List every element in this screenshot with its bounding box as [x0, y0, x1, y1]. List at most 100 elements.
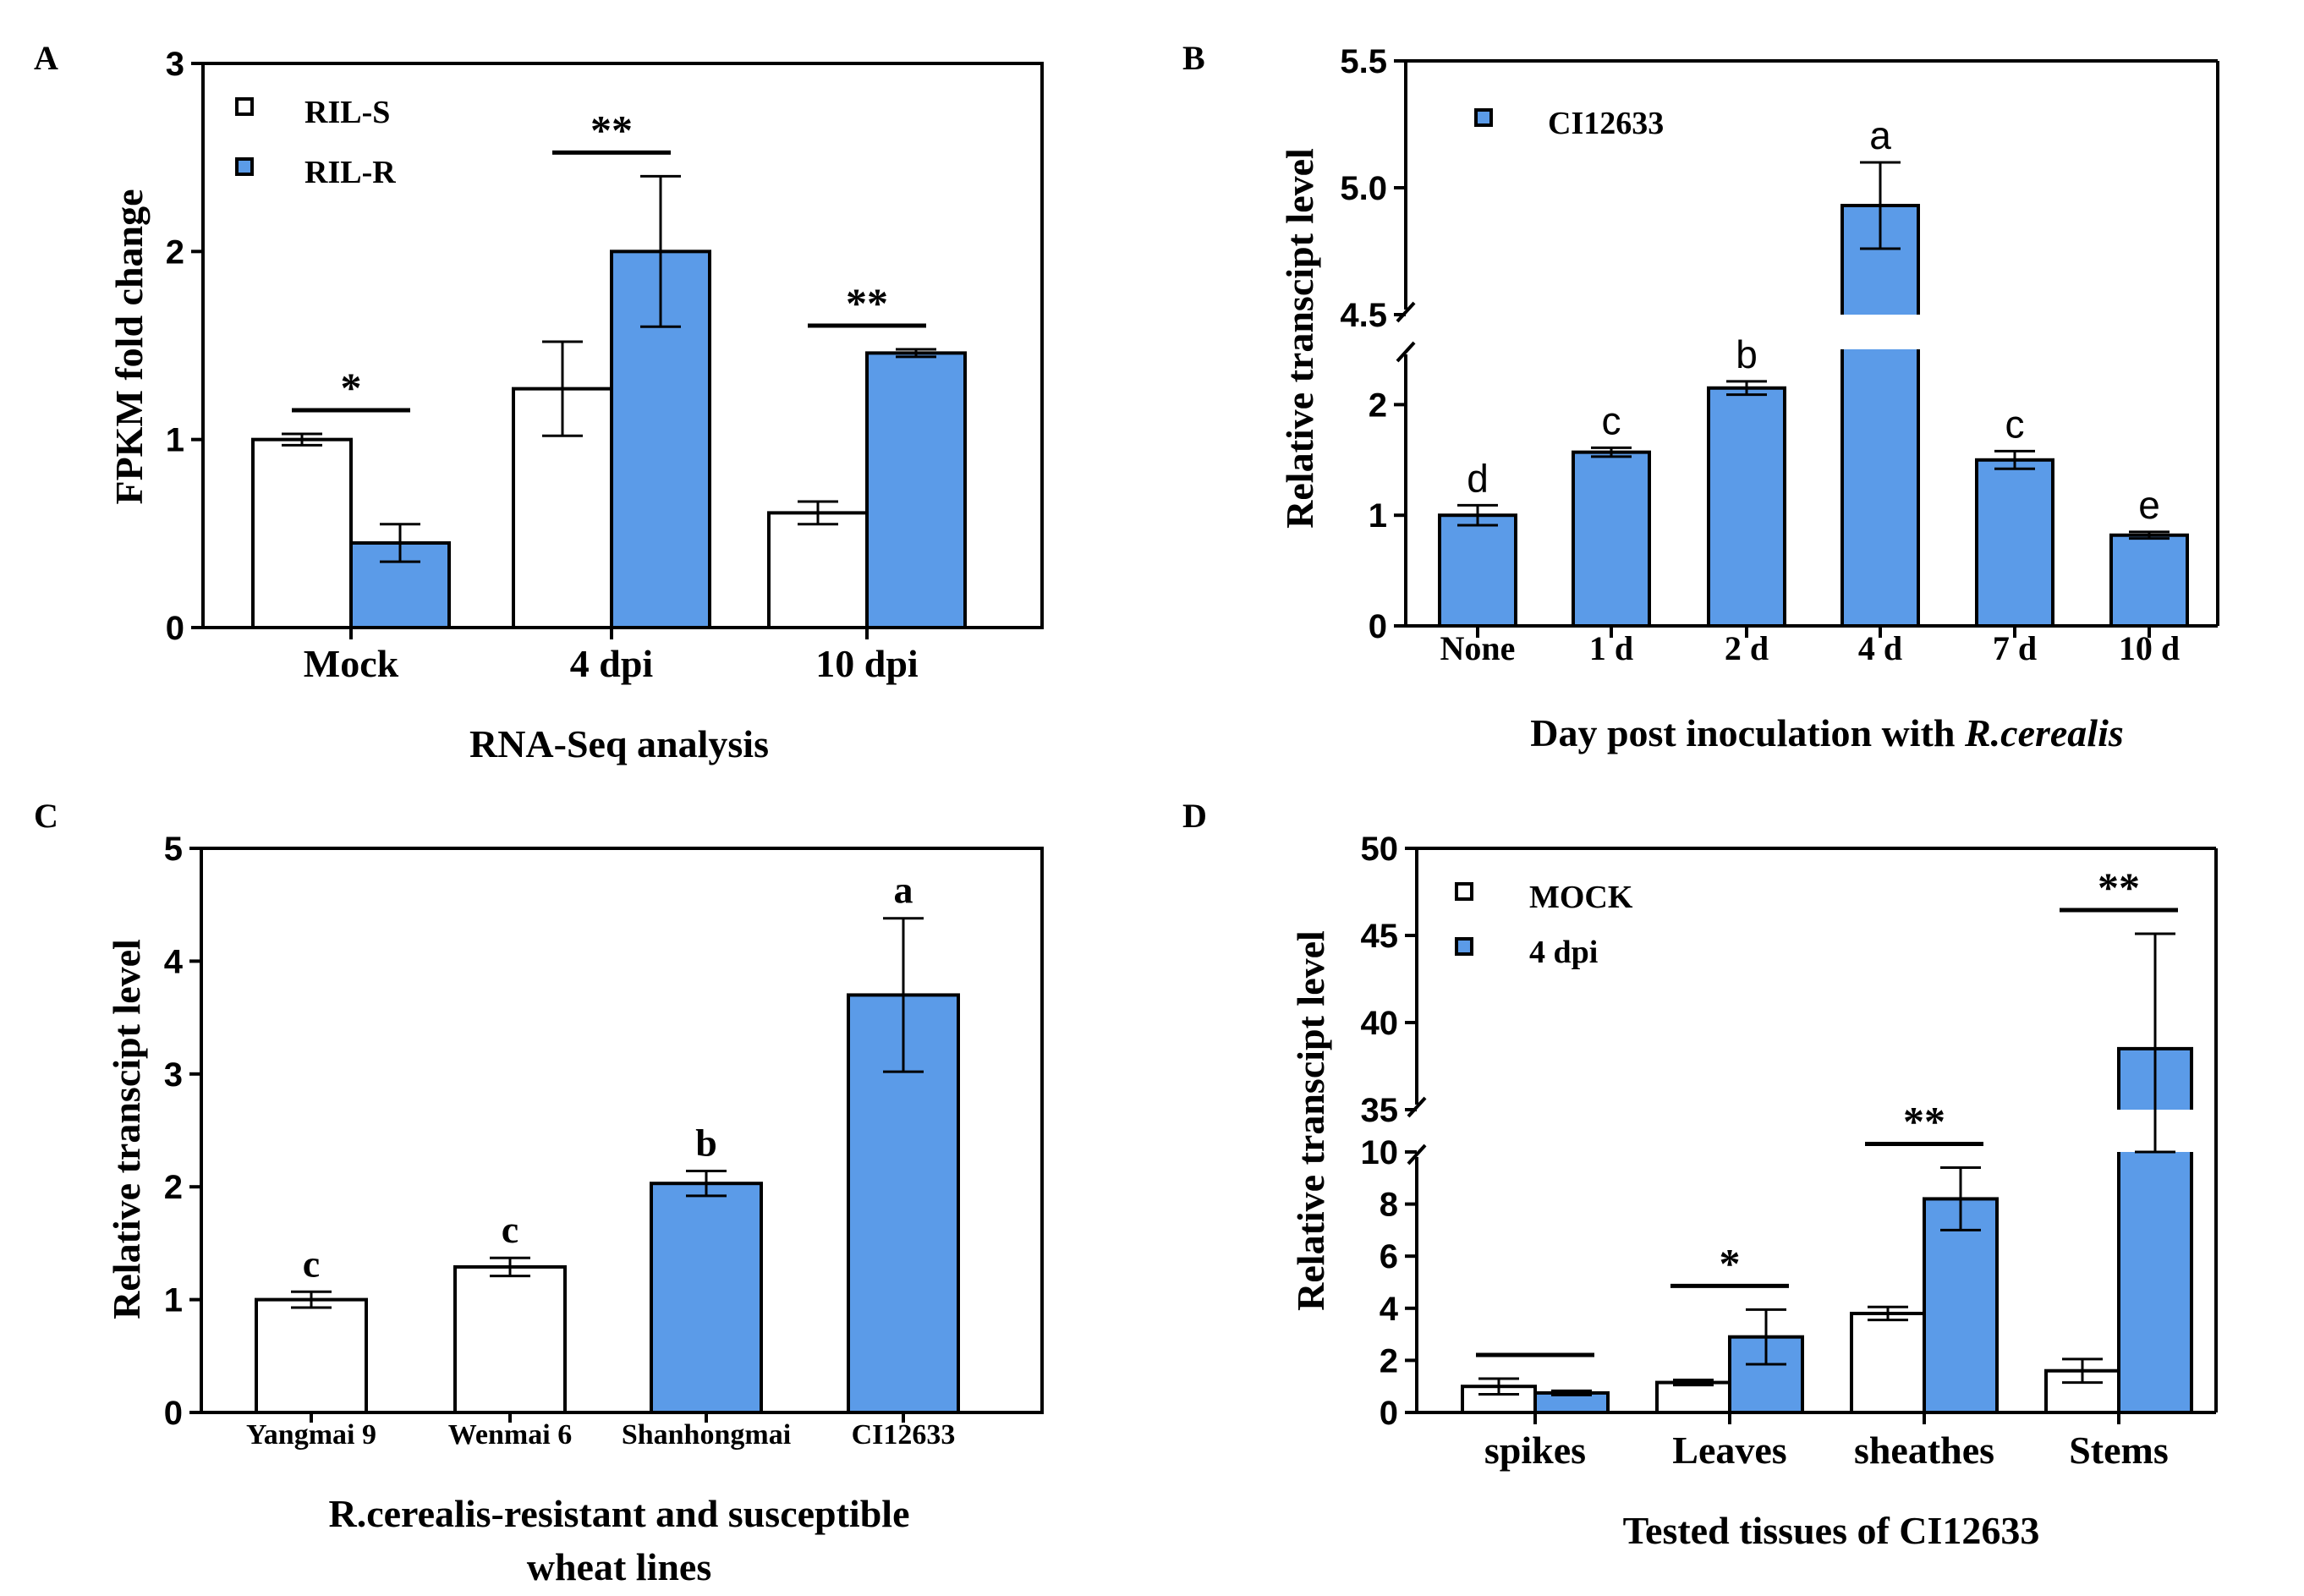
- panel-c-xlabel-line1: R.cerealis-resistant and susceptible: [329, 1492, 910, 1535]
- panel-b-xlabel: Day post inoculation with R.cerealis: [1530, 711, 2124, 754]
- panel-letter-a: A: [34, 39, 58, 77]
- significance-letter-1-d: c: [1602, 398, 1621, 442]
- panel-d-ylabel: Relative transcipt level: [1289, 930, 1332, 1311]
- panel-d-ytick-label: 40: [1361, 1005, 1399, 1042]
- significance-mark-stems: **: [2098, 864, 2140, 911]
- x-label-yangmai-9: Yangmai 9: [246, 1419, 376, 1451]
- bar-wenmai-6: [453, 1264, 567, 1414]
- x-label-2-d: 2 d: [1725, 629, 1769, 667]
- bar-ril-s-mock: [251, 437, 353, 630]
- panel-d-axis-break-bottom: [1407, 1144, 1427, 1165]
- panel-b-ylabel: Relative transcipt level: [1278, 148, 1321, 529]
- panel-b-ytick-label: 0: [1369, 608, 1387, 645]
- x-label-spikes: spikes: [1484, 1429, 1586, 1472]
- significance-letter-2-d: b: [1736, 332, 1758, 376]
- x-label-10-dpi: 10 dpi: [815, 642, 919, 685]
- x-label-shanhongmai: Shanhongmai: [622, 1419, 791, 1451]
- panel-d-legend: MOCK 4 dpi: [1529, 880, 1633, 970]
- legend-label-ril-s: RIL-S: [304, 95, 390, 130]
- panel-c-ylabel: Relative transcipt level: [105, 939, 148, 1319]
- panel-c-ytick-label: 4: [164, 943, 184, 980]
- panel-b-chart: 0 1 2 4.5 5.0 5.5 None d 1 d c 2 d b 4 d a 7 d c 10 d e: [1340, 43, 2219, 667]
- panel-a-ytick-label: 2: [166, 233, 184, 271]
- bar-ci12633-10-d: [2109, 533, 2189, 628]
- panel-c-xlabel-line2: wheat lines: [527, 1545, 712, 1588]
- panel-a-ytick-label: 1: [166, 422, 184, 459]
- panel-c-ytick-label: 5: [164, 831, 183, 868]
- panel-d-ytick-label: 35: [1361, 1092, 1399, 1129]
- panel-c-frame: [200, 847, 1044, 1414]
- significance-mark-mock: *: [341, 364, 362, 411]
- x-label-sheathes: sheathes: [1854, 1429, 1994, 1472]
- panel-d-ytick-label: 0: [1380, 1395, 1398, 1432]
- legend-label-ril-r: RIL-R: [304, 155, 396, 190]
- panel-b-xlabel-italic: R.cerealis: [1964, 711, 2124, 754]
- panel-d-ytick-label: 45: [1361, 918, 1399, 955]
- significance-mark-sheathes: **: [1903, 1097, 1945, 1144]
- legend-swatch-ci12633: [1474, 108, 1493, 127]
- bar-mock-sheathes: [1850, 1311, 1926, 1414]
- x-label-7-d: 7 d: [1993, 629, 2037, 667]
- significance-letter-yangmai-9: c: [303, 1242, 320, 1285]
- panel-d-ytick-label: 4: [1380, 1291, 1399, 1328]
- significance-letter-7-d: c: [2005, 402, 2025, 446]
- bar-yangmai-9: [255, 1297, 368, 1414]
- x-label-none: None: [1440, 629, 1516, 667]
- panel-c-ytick-label: 3: [164, 1056, 183, 1094]
- panel-letter-c: C: [34, 797, 58, 835]
- panel-b-xlabel-prefix: Day post inoculation with: [1530, 711, 1965, 754]
- panel-b-ytick-label: 4.5: [1340, 297, 1387, 334]
- panel-letter-b: B: [1182, 39, 1205, 77]
- panel-c-chart: 0 1 2 3 4 5 Yangmai 9 c Wenmai 6 c Shanhongmai b CI1…: [164, 831, 1044, 1451]
- x-label-4-dpi: 4 dpi: [570, 642, 654, 685]
- bar-ci12633-7-d: [1975, 458, 2054, 628]
- bar-ril-s-10-dpi: [767, 511, 869, 629]
- bar-ril-r-10-dpi: [865, 351, 967, 629]
- bar-4-dpi-sheathes: [1923, 1197, 1999, 1414]
- significance-letter-shanhongmai: b: [695, 1122, 717, 1165]
- panel-b-ytick-label: 5.0: [1340, 170, 1387, 207]
- panel-a-xlabel: RNA-Seq analysis: [469, 722, 769, 765]
- bar-mock-leaves: [1655, 1380, 1731, 1414]
- bar-ci12633-2-d: [1707, 386, 1786, 628]
- panel-b-ytick-label: 1: [1369, 497, 1387, 535]
- significance-mark-leaves: *: [1720, 1239, 1741, 1286]
- x-label-mock: Mock: [304, 642, 399, 685]
- x-label-10-d: 10 d: [2119, 629, 2180, 667]
- x-label-stems: Stems: [2069, 1429, 2169, 1472]
- significance-letter-none: d: [1467, 456, 1489, 500]
- panel-d-ytick-label: 10: [1361, 1134, 1399, 1171]
- legend-swatch-ril-s: [235, 97, 254, 116]
- bar-ci12633-4-d: [1840, 204, 1920, 628]
- legend-swatch-ril-r: [235, 157, 254, 176]
- panel-c-ytick-label: 2: [164, 1169, 183, 1206]
- x-label-wenmai-6: Wenmai 6: [448, 1419, 572, 1451]
- panel-a-ytick-label: 0: [166, 610, 184, 647]
- panel-d-ytick-label: 50: [1361, 831, 1399, 868]
- significance-letter-ci12633: a: [894, 869, 913, 912]
- panel-c-ytick-label: 0: [164, 1395, 183, 1432]
- panel-b-ytick-label: 5.5: [1340, 43, 1387, 80]
- x-label-4-d: 4 d: [1858, 629, 1902, 667]
- bar-ril-s-4-dpi: [512, 387, 613, 629]
- legend-label-ci12633: CI12633: [1548, 106, 1664, 141]
- significance-letter-4-d: a: [1869, 113, 1891, 157]
- panel-a-chart: 0 1 2 3 Mock * 4 dpi ** 10 dpi **: [166, 46, 1044, 685]
- significance-letter-wenmai-6: c: [502, 1208, 518, 1251]
- panel-b-ytick-label: 2: [1369, 387, 1387, 424]
- panel-d-ytick-label: 6: [1380, 1238, 1398, 1275]
- bar-shanhongmai: [650, 1182, 763, 1414]
- panel-d-ytick-label: 2: [1380, 1342, 1398, 1379]
- panel-b-axis-break-bottom: [1396, 341, 1416, 363]
- panel-c-ytick-label: 1: [164, 1282, 183, 1319]
- x-label-1-d: 1 d: [1589, 629, 1633, 667]
- panel-a-ytick-label: 3: [166, 46, 184, 83]
- legend-label-4dpi: 4 dpi: [1529, 935, 1598, 970]
- legend-swatch-4dpi: [1455, 937, 1473, 956]
- panel-a-ylabel: FPKM fold change: [107, 189, 151, 504]
- bar-ci12633-1-d: [1572, 450, 1651, 628]
- panel-d-axis-break-top: [1407, 1096, 1427, 1118]
- significance-mark-10-dpi: **: [846, 279, 888, 326]
- panel-a-legend: RIL-S RIL-R: [304, 95, 396, 190]
